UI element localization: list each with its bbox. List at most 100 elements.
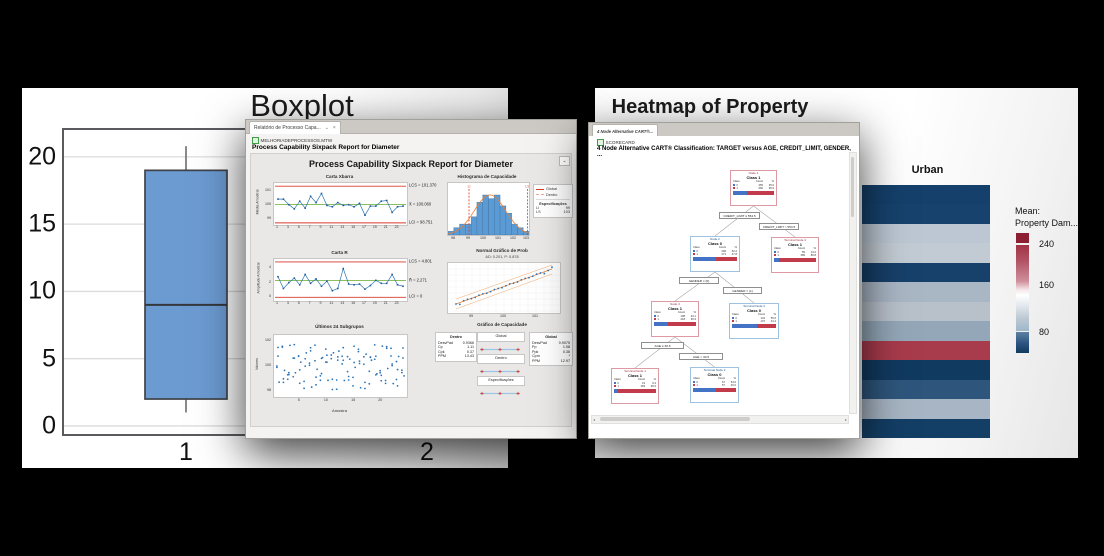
dentro-line-sample: [536, 194, 544, 195]
hist-title: Histograma de Capacidade: [457, 174, 517, 179]
node-kind: Terminal Node 2: [703, 368, 726, 372]
x-axis-tick-label: 100: [480, 236, 486, 240]
xbar-center-label: X̄ = 100.060: [409, 201, 432, 207]
dentro-stats-box: Dentro DesvPad 0.9366 Cp 1.11 Cpk 0.37 PPM 13.4…: [435, 332, 477, 362]
node-class: Class 1: [667, 305, 682, 311]
y-axis-tick-label: 4: [269, 264, 271, 269]
x-axis-tick-label: 11: [329, 301, 334, 305]
sixpack-heading: Process Capability Sixpack Report for Di…: [252, 143, 400, 151]
legend-global: Global: [546, 187, 557, 191]
node-class-bar: [733, 191, 774, 195]
y-axis-tick-label: 20: [28, 142, 56, 171]
node-class: Class 0: [707, 371, 722, 377]
x-axis-tick-label: 98: [451, 236, 455, 240]
xbar-ylabel: Média Amostral: [255, 189, 260, 215]
tree-node-root[interactable]: Node 1 Class 1 Class Count% 0 355 35.0 1 660 65.0: [730, 170, 777, 206]
x-axis-tick-label: 17: [361, 301, 366, 305]
tree-node-L2[interactable]: Node 2 Class 0 Class Count% 0 296 52.2 1 271 47.8: [690, 236, 740, 272]
sixpack-tab-label: Relatório de Processo Capa...: [254, 125, 321, 131]
tab-close-icon[interactable]: ×: [332, 125, 336, 131]
prob-subtitle: AD: 0.201, P: 0.878: [485, 254, 519, 259]
y-axis-tick-label: 2: [269, 279, 271, 284]
scrollbar-thumb[interactable]: [600, 417, 750, 421]
tree-node-R2[interactable]: Terminal Node 4 Class 1 Class Count% 0 59 13.2…: [771, 237, 819, 273]
node-table-header: Class Count%: [732, 313, 776, 317]
x-axis-tick-label: 21: [383, 301, 388, 305]
sixpack-tabbar: Relatório de Processo Capa... ⌄ ×: [246, 120, 576, 134]
stat-row: Cpm *: [532, 354, 570, 359]
xbar-lcl-label: LCI = 98.751: [409, 219, 433, 225]
x-axis-tick-label: 1: [276, 225, 278, 229]
node-class-bar: [693, 388, 736, 392]
x-axis-tick-label: 23: [394, 301, 399, 305]
split-rule-label: CREDIT_LIMIT ≤ 554.5: [719, 212, 760, 219]
tree-node-T1[interactable]: Terminal Node 1 Class 1 Class Count% 0 19 9.4 1…: [611, 368, 659, 404]
cart-tab[interactable]: 4 Node Alternative CART®...: [592, 124, 658, 137]
legend-tick-label: 240: [1039, 239, 1055, 249]
node-kind: Terminal Node 4: [784, 238, 806, 242]
stat-row: DesvPad 0.9366: [438, 340, 474, 345]
svg-text:LI: LI: [468, 185, 471, 189]
r-lcl-label: LCI = 0: [409, 293, 423, 299]
tab-collapse-icon[interactable]: ⌄: [324, 125, 329, 131]
cart-worksheet-icon: [597, 139, 604, 146]
sixpack-tab[interactable]: Relatório de Processo Capa... ⌄ ×: [249, 121, 341, 134]
last24-title: Últimos 24 Subgrupos: [315, 324, 364, 329]
y-axis-tick-label: 100: [265, 363, 271, 367]
tree-node-L3[interactable]: Node 3 Class 1 Class Count% 0 108 33.1 1 218 66.9: [651, 301, 699, 337]
scroll-left-icon[interactable]: ◂: [593, 417, 596, 422]
y-axis-tick-label: 98: [267, 387, 271, 392]
heatmap-cell: [862, 418, 990, 439]
node-class-row: 1 389 86.8: [774, 254, 816, 257]
cart-worksheet-name: SCORECARD: [605, 139, 635, 145]
scroll-right-icon[interactable]: ▸: [844, 417, 847, 422]
tree-node-T2[interactable]: Terminal Node 2 Class 0 Class Count% 0 67 54.0…: [690, 367, 739, 403]
x-axis-tick-label: 13: [340, 225, 345, 229]
global-stats-box: Global DesvPad 0.9075 Pp 1.08 Ppk 0.36 Cpm * PPM…: [529, 332, 573, 367]
interval-plot: [477, 385, 523, 396]
node-class: Class 1: [787, 241, 802, 247]
x-axis-tick-label: 19: [372, 301, 377, 305]
y-axis-tick-label: 0: [42, 411, 56, 440]
y-axis-tick-label: 102: [265, 338, 271, 343]
node-class-row: 1 660 65.0: [733, 187, 774, 190]
node-class-row: 0 355 35.0: [733, 184, 774, 187]
xbar-title: Carta Xbarra: [325, 174, 354, 179]
heatmap-cell: [862, 282, 990, 302]
node-class-row: 0 296 52.2: [693, 250, 737, 253]
last24-xlabel: Amostra: [332, 408, 347, 413]
last24-ylabel: Valores: [254, 358, 259, 370]
node-class-bar: [614, 389, 656, 393]
report-options-dropdown[interactable]: ⌄: [559, 156, 570, 166]
x-axis-tick-label: 9: [319, 301, 322, 305]
horizontal-scrollbar[interactable]: ◂ ▸: [591, 415, 849, 424]
heatmap-legend: Mean: Property Dam... 240 160 80: [1015, 205, 1104, 353]
node-class-row: 0 67 54.0: [693, 381, 736, 384]
cart-body: SCORECARD 4 Node Alternative CART® Class…: [589, 136, 859, 438]
x-axis-tick-label: 15: [351, 398, 356, 402]
node-table-header: Class Count%: [774, 247, 816, 251]
vertical-scrollbar[interactable]: [849, 152, 857, 414]
x-axis-tick-label: 5: [297, 398, 300, 402]
y-axis-tick-label: 10: [28, 276, 56, 305]
y-axis-tick-label: 15: [28, 209, 56, 238]
stat-row: Pp 1.08: [532, 345, 570, 350]
svg-text:LS: LS: [525, 185, 529, 189]
legend-tick-label: 80: [1039, 327, 1050, 337]
split-rule-label: GENDER = (1): [723, 287, 762, 294]
tree-node-R3[interactable]: Terminal Node 3 Class 0 Class Count% 0 134 55.…: [729, 303, 779, 339]
x-axis-tick-label: 99: [466, 236, 470, 240]
node-class: Class 1: [746, 174, 761, 180]
heatmap-cell: [862, 185, 990, 205]
split-rule-label: AGE > 30.5: [679, 353, 723, 360]
vscrollbar-thumb[interactable]: [851, 157, 854, 217]
x-axis-tick-label: 21: [383, 225, 388, 229]
x-axis-tick-label: 101: [532, 314, 538, 318]
node-class-row: 1 57 46.0: [693, 384, 736, 387]
boxplot-title: Boxplot: [250, 88, 354, 123]
node-class-row: 1 107 44.4: [732, 320, 776, 323]
legend-tick-label: 160: [1039, 280, 1055, 290]
worksheet-icon: [252, 137, 259, 144]
node-class-bar: [774, 258, 816, 262]
